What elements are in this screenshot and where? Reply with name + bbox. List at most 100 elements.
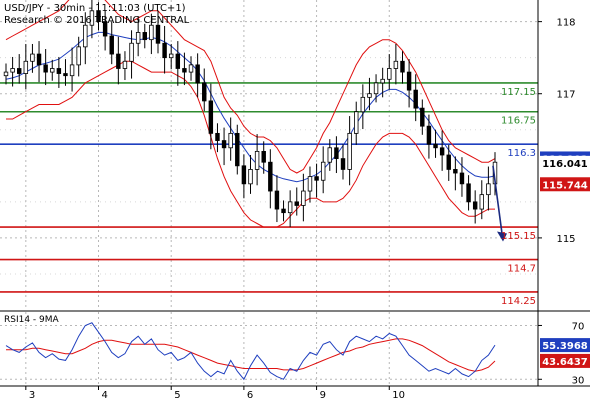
candle-body	[459, 172, 465, 185]
candle-body	[439, 147, 445, 156]
candle-body	[215, 132, 220, 141]
candle-body	[373, 82, 379, 95]
candle-body	[453, 169, 458, 174]
candle-body	[175, 53, 181, 69]
candle-body	[30, 53, 35, 62]
level-label: 114.25	[501, 296, 536, 307]
rsi-ma-value-tag: 43.6437	[542, 357, 588, 368]
rsi-value-tag-bg	[540, 338, 590, 353]
level-label: 115.15	[501, 231, 536, 242]
rsi-lines	[5, 322, 496, 381]
candle-body	[387, 68, 392, 80]
candle-body	[142, 32, 147, 41]
rsi-value-tag: 55.3968	[542, 341, 588, 352]
candle-body	[182, 68, 187, 73]
candle-body	[287, 201, 293, 214]
time-tick-label: 6	[247, 390, 253, 400]
candle-body	[221, 140, 227, 149]
candle-body	[162, 42, 167, 59]
candle-body	[83, 24, 88, 48]
forecast-arrow-head	[497, 231, 507, 242]
rsi-tick-label: 70	[572, 321, 585, 332]
candle-body	[307, 176, 313, 192]
candle-body	[268, 161, 273, 192]
candle-body	[360, 96, 366, 113]
candle-body	[23, 60, 29, 74]
candle-body	[43, 64, 48, 73]
candle-body	[76, 46, 81, 66]
candle-body	[248, 169, 253, 185]
candle-body	[102, 21, 108, 37]
candle-body	[406, 71, 412, 91]
candle-body	[254, 150, 260, 170]
rsi-line	[5, 322, 496, 381]
candle-body	[426, 125, 432, 145]
candle-body	[301, 190, 306, 206]
candle-body	[281, 208, 286, 214]
candle-body	[334, 147, 339, 160]
labels: 118 117 115 3 4 5 6 9 10 70 30 117.15 116.75 116.3 115…	[29, 18, 590, 401]
time-tick-label: 5	[174, 390, 180, 400]
candle-body	[135, 32, 141, 44]
candle-body	[340, 158, 346, 170]
candle-body	[433, 143, 438, 149]
candle-body	[228, 132, 233, 149]
candle-body	[274, 190, 280, 210]
price-tick-label: 118	[556, 18, 575, 29]
time-tick-label: 3	[29, 390, 35, 400]
time-tick-label: 4	[102, 390, 108, 400]
candle-body	[63, 73, 68, 77]
level-label: 114.7	[507, 264, 536, 275]
candle-body	[89, 10, 95, 26]
time-tick-label: 10	[392, 390, 405, 400]
level-label: 116.3	[507, 148, 536, 159]
candle-body	[327, 147, 333, 163]
candle-body	[420, 107, 425, 127]
price-tick-label: 115	[556, 234, 575, 245]
candle-body	[129, 42, 134, 62]
current-price-tag-bg	[540, 155, 590, 170]
candle-body	[320, 161, 326, 181]
level-lines	[0, 82, 538, 293]
candle-body	[466, 183, 471, 203]
candle-body	[168, 53, 174, 59]
candle-body	[235, 132, 240, 167]
rsi-tick-label: 30	[572, 375, 585, 386]
candle-body	[380, 78, 385, 84]
level-label: 117.15	[501, 87, 536, 98]
candle-body	[202, 82, 207, 102]
bollinger-lower	[6, 60, 495, 228]
candle-body	[149, 24, 154, 41]
candle-body	[314, 176, 319, 181]
candle-body	[479, 194, 485, 210]
candle-body	[96, 10, 101, 23]
rsi-ma-value-tag-bg	[540, 353, 590, 368]
candle-body	[472, 201, 478, 210]
candle-body	[109, 35, 114, 55]
time-tick-label: 9	[320, 390, 326, 400]
candle-body	[241, 165, 247, 185]
current-price-tag: 116.041	[542, 159, 588, 170]
candle-body	[195, 64, 200, 84]
candle-body	[354, 111, 359, 134]
candle-body	[400, 60, 405, 73]
candle-body	[69, 64, 75, 77]
candle-body	[10, 68, 15, 73]
candle-body	[347, 132, 352, 170]
candle-body	[446, 154, 451, 170]
price-tag-bg	[540, 177, 590, 192]
candle-body	[261, 150, 266, 163]
bollinger-upper	[5, 0, 496, 174]
forecast-arrow-shaft	[492, 165, 503, 234]
candle-body	[56, 68, 62, 74]
candle-body	[294, 201, 299, 206]
price-tag: 115.744	[542, 180, 588, 191]
rsi-ma-line	[6, 338, 496, 372]
candle-body	[3, 71, 9, 77]
candle-body	[122, 60, 128, 69]
candle-body	[413, 89, 418, 109]
chart-subtitle: Research © 2016 TRADING CENTRAL	[4, 15, 190, 26]
candle-body	[36, 53, 42, 66]
candle-body	[486, 183, 491, 196]
